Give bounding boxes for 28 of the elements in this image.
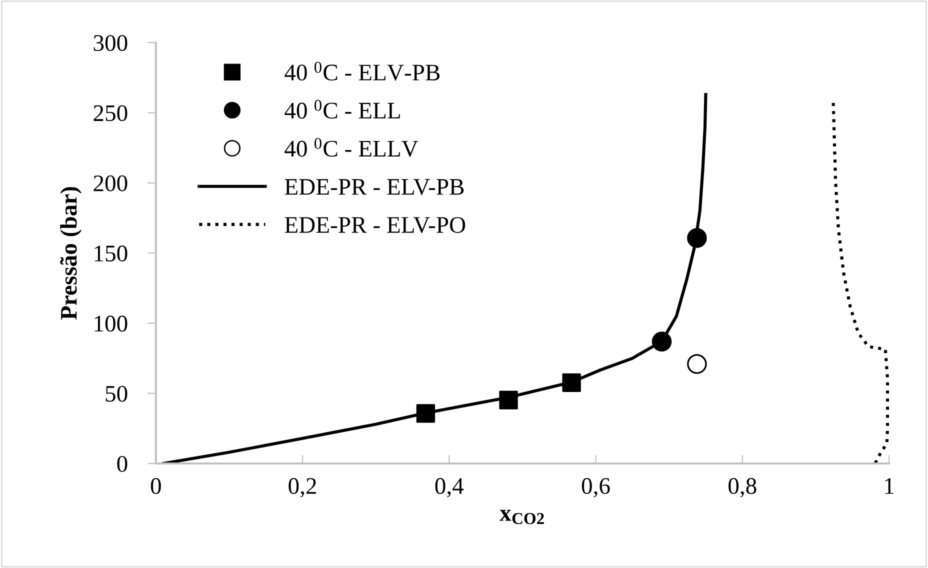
point — [499, 390, 518, 410]
point — [416, 404, 436, 423]
x-tick-label: 0,6 — [582, 478, 610, 498]
point — [652, 332, 672, 352]
line-series — [162, 92, 708, 464]
y-tick-label: 0 — [117, 456, 128, 472]
y-axis-title: Pressão (bar) — [60, 187, 82, 320]
point — [562, 373, 581, 392]
x-tick-label: 0,8 — [728, 478, 756, 498]
x-tick-label: 1 — [885, 478, 894, 494]
y-tick-label: 150 — [94, 246, 128, 262]
point — [687, 354, 707, 374]
legend-label: 40 $^{0}$C - ELV-PB — [284, 62, 440, 81]
y-tick-label: 100 — [94, 316, 128, 332]
x-axis-title: x$_{CO2}$ — [500, 510, 544, 524]
y-tick-label: 200 — [94, 175, 128, 192]
line-series — [832, 101, 890, 464]
y-tick-label: 300 — [94, 35, 128, 52]
legend-label: EDE-PR - ELV-PB — [284, 179, 464, 195]
y-tick-label: 250 — [94, 105, 128, 122]
point — [687, 228, 707, 248]
x-tick-label: 0 — [150, 478, 161, 494]
y-tick-label: 50 — [106, 386, 128, 402]
legend-label: 40 $^{0}$C - ELL — [284, 100, 400, 119]
x-tick-label: 0,2 — [288, 478, 316, 498]
legend-label: EDE-PR - ELV-PO — [284, 217, 466, 234]
legend-label: 40 $^{0}$C - ELLV — [284, 138, 418, 157]
x-tick-label: 0,4 — [435, 478, 464, 498]
